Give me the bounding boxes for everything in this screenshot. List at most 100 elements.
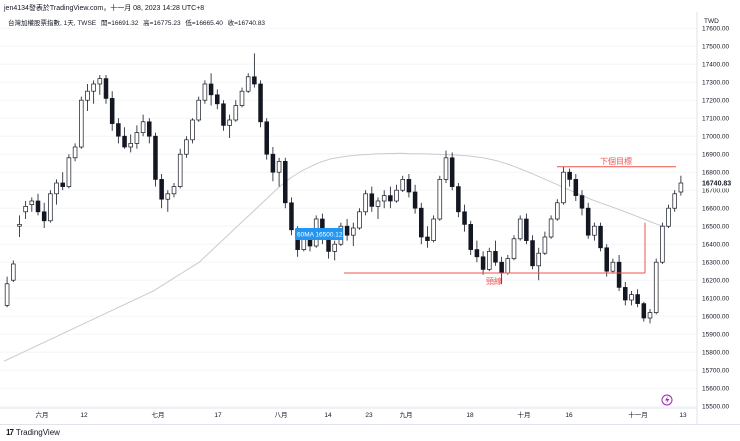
last-price-label: 16740.83: [702, 181, 731, 188]
candle-body: [326, 238, 331, 252]
candle-down: [462, 204, 467, 232]
low-value: 低=16665.40: [185, 20, 223, 27]
candle-body: [598, 225, 603, 249]
candle-up: [610, 258, 616, 273]
candle-up: [400, 175, 405, 192]
candle-body: [171, 186, 177, 195]
candle-down: [109, 91, 115, 131]
candle-up: [381, 190, 387, 209]
time-tick-label: 14: [324, 412, 332, 419]
ma-badge: 60MA 16500.12: [295, 228, 343, 240]
price-tick-label: 15600.00: [702, 386, 729, 393]
candle-body: [487, 251, 492, 270]
candle-down: [221, 100, 226, 131]
candle-up: [394, 184, 399, 203]
candle-body: [381, 195, 387, 202]
candle-down: [60, 172, 65, 191]
candle-up: [184, 136, 189, 158]
currency-label: TWD: [704, 18, 719, 25]
candle-up: [629, 291, 634, 306]
price-tick-label: 16500.00: [702, 224, 729, 231]
candle-body: [610, 261, 616, 272]
price-tick-label: 15900.00: [702, 332, 729, 339]
candle-body: [555, 202, 560, 220]
candle-down: [449, 152, 455, 191]
candle-body: [641, 303, 647, 319]
candle-body: [443, 157, 449, 180]
candle-up: [363, 190, 368, 216]
brand-name: TradingView: [15, 428, 60, 437]
candle-up: [85, 84, 90, 111]
candle-body: [548, 218, 554, 238]
candle-down: [635, 289, 640, 308]
candle-body: [653, 261, 659, 313]
candle-body: [72, 146, 78, 159]
candle-up: [233, 100, 239, 122]
open-value: 開=16691.32: [100, 20, 139, 27]
time-axis[interactable]: 六月 12 七月 17 八月 14 23 九月 18 十月 16 十一月 13: [36, 410, 687, 419]
candle-body: [388, 195, 393, 202]
candle-body: [66, 157, 72, 187]
candle-up: [177, 148, 183, 189]
footer-bar: 17 TradingView: [0, 424, 740, 441]
candle-body: [122, 135, 127, 148]
symbol-legend: 台灣加權股票指數, 1天, TWSE 開=16691.32 高=16775.23…: [8, 17, 268, 27]
time-tick-label: 12: [80, 412, 88, 419]
candle-body: [109, 98, 115, 124]
candle-body: [567, 171, 572, 180]
price-tick-label: 16300.00: [702, 260, 729, 267]
candle-body: [190, 119, 195, 141]
candle-down: [258, 80, 263, 128]
candle-body: [678, 182, 684, 193]
candle-up: [17, 215, 22, 237]
candle-up: [660, 222, 665, 264]
candle-body: [79, 99, 84, 148]
ma-badge-bg: [295, 228, 343, 240]
price-tick-label: 15700.00: [702, 368, 729, 375]
candle-down: [289, 197, 294, 236]
candle-body: [344, 225, 350, 236]
time-tick-label: 23: [365, 412, 373, 419]
candle-body: [147, 121, 152, 137]
candle-body: [270, 153, 276, 173]
last-price-bg: [698, 177, 738, 189]
candle-down: [252, 53, 257, 88]
symbol-name: 台灣加權股票指數, 1天, TWSE: [8, 20, 97, 27]
candle-up: [431, 215, 436, 243]
candle-down: [567, 168, 572, 187]
ma-layer: [3, 152, 670, 362]
candle-body: [542, 236, 548, 254]
price-tick-label: 15500.00: [702, 404, 729, 411]
candle-up: [91, 80, 96, 104]
candle-down: [425, 226, 430, 248]
price-tick-label: 17300.00: [702, 80, 729, 87]
candle-up: [128, 134, 133, 153]
candle-body: [60, 182, 65, 187]
candle-body: [165, 193, 171, 200]
candle-body: [85, 90, 90, 101]
candle-body: [419, 207, 424, 238]
price-tick-label: 17000.00: [702, 134, 729, 141]
candle-body: [406, 179, 412, 193]
high-value: 高=16775.23: [143, 20, 181, 27]
candle-down: [283, 157, 288, 209]
candle-up: [666, 204, 671, 228]
candle-body: [289, 202, 294, 231]
candle-down: [264, 118, 269, 160]
price-tick-label: 17500.00: [702, 44, 729, 51]
candle-up: [72, 143, 78, 162]
candle-up: [647, 309, 653, 324]
candle-body: [505, 258, 511, 274]
price-tick-label: 16600.00: [702, 206, 729, 213]
price-tick-label: 16400.00: [702, 242, 729, 249]
price-axis[interactable]: 15500.00 15600.00 15700.00 15800.00 15900.00…: [698, 26, 738, 411]
tradingview-logo[interactable]: 17 TradingView: [6, 428, 60, 437]
lightning-icon[interactable]: [661, 394, 673, 406]
time-tick-label: 七月: [152, 410, 165, 419]
candle-body: [245, 76, 251, 92]
candle-body: [208, 83, 214, 96]
time-tick-label: 六月: [36, 410, 49, 419]
candle-down: [103, 75, 109, 104]
candle-up: [54, 179, 59, 205]
